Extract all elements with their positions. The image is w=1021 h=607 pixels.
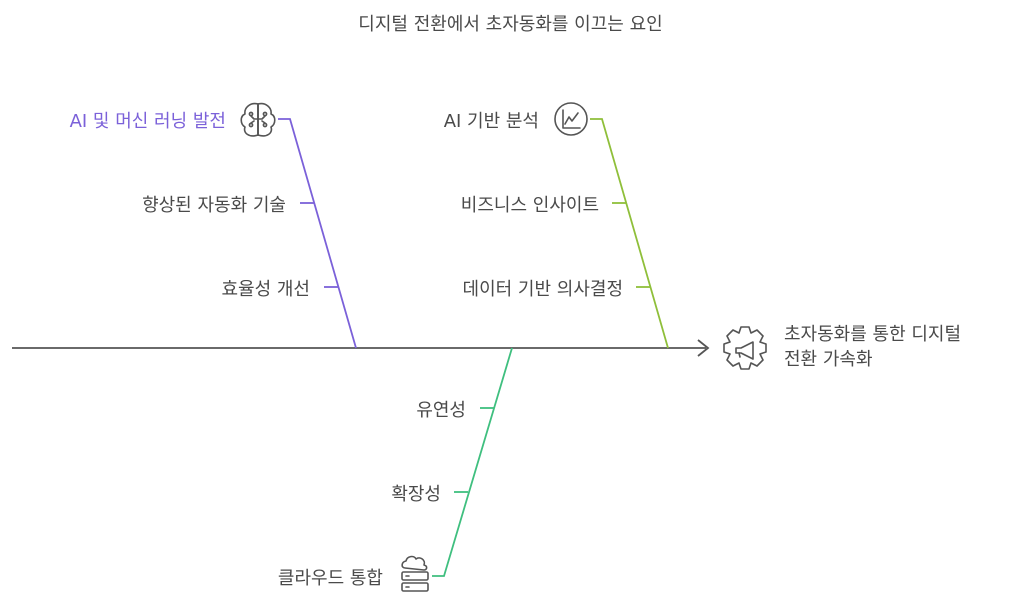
brain-icon xyxy=(240,102,276,137)
branch-ai-ml-line xyxy=(278,118,357,349)
cause-label: 효율성 개선 xyxy=(221,279,310,300)
megaphone-gear-icon xyxy=(723,326,767,370)
cause-label: 데이터 기반 의사결정 xyxy=(462,279,623,300)
branch-label-ai-analytics: AI 기반 분석 xyxy=(443,111,539,132)
cause-label: 비즈니스 인사이트 xyxy=(460,195,599,216)
effect-label: 초자동화를 통한 디지털 전환 가속화 xyxy=(784,322,961,372)
cause-label: 향상된 자동화 기술 xyxy=(142,195,286,216)
cloud-server-icon xyxy=(401,555,429,592)
cause-label: 확장성 xyxy=(391,484,441,505)
effect-label-line2: 전환 가속화 xyxy=(784,349,873,370)
spine-arrowhead xyxy=(697,339,710,357)
effect-label-line1: 초자동화를 통한 디지털 xyxy=(784,324,962,345)
branch-ai-analytics-line xyxy=(590,118,669,349)
diagram-title: 디지털 전환에서 초자동화를 이끄는 요인 xyxy=(358,14,663,35)
cause-label: 유연성 xyxy=(416,400,466,421)
line-chart-icon xyxy=(554,102,588,136)
branch-cloud-line xyxy=(432,347,513,577)
branch-label-ai-ml: AI 및 머신 러닝 발전 xyxy=(69,111,226,132)
branch-label-cloud: 클라우드 통합 xyxy=(277,568,383,589)
